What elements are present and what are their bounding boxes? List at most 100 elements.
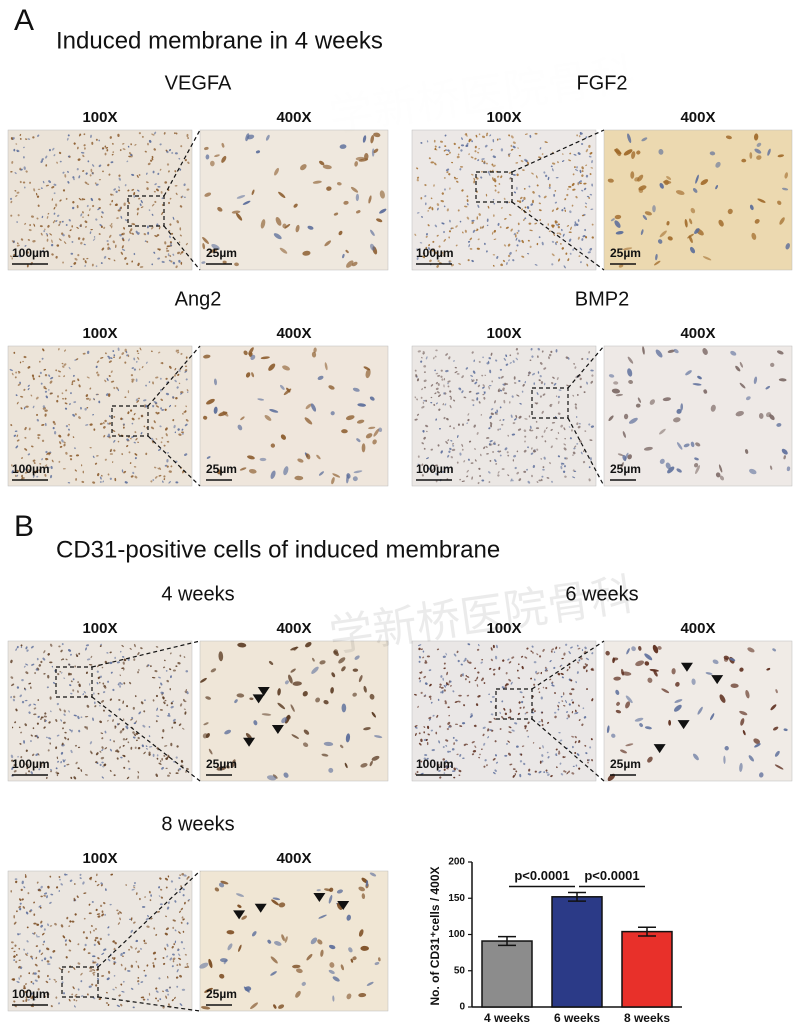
cell	[184, 370, 188, 373]
cell	[64, 407, 68, 410]
cell	[532, 372, 536, 376]
cell	[582, 460, 586, 464]
cell	[161, 204, 164, 206]
cell	[16, 439, 20, 442]
cell	[590, 167, 594, 169]
cell	[543, 382, 546, 386]
magnification: 100X	[82, 850, 117, 867]
cell	[438, 394, 441, 398]
cell	[544, 174, 548, 178]
cell	[659, 182, 664, 189]
cell	[692, 383, 702, 386]
cell	[537, 355, 539, 359]
cell	[24, 468, 27, 471]
cell	[644, 211, 652, 216]
cell	[428, 467, 432, 471]
cell	[473, 359, 475, 363]
cell	[14, 376, 17, 379]
cell	[521, 255, 525, 258]
cell	[536, 392, 539, 396]
cell	[82, 258, 85, 261]
cell	[112, 429, 116, 432]
cell	[73, 380, 76, 382]
micrograph	[411, 345, 597, 487]
magnification: 400X	[276, 850, 311, 867]
y-tick-label: 0	[459, 1002, 465, 1013]
cell	[512, 174, 516, 176]
cell	[548, 356, 550, 360]
cell	[97, 472, 100, 477]
cell	[551, 209, 555, 212]
cell	[124, 184, 127, 187]
cell	[95, 138, 98, 141]
cell	[11, 372, 14, 376]
cell	[474, 145, 477, 149]
cell	[446, 171, 449, 174]
cell	[485, 193, 488, 197]
cell	[416, 176, 420, 179]
cell	[278, 191, 286, 199]
cell	[333, 212, 339, 216]
cell	[471, 379, 475, 382]
cell	[498, 138, 501, 140]
cell	[572, 173, 575, 176]
cell	[472, 229, 476, 233]
cell	[58, 151, 62, 155]
cell	[590, 380, 593, 384]
cell	[496, 409, 499, 413]
cell	[373, 148, 379, 154]
cell	[702, 256, 712, 261]
cell	[206, 456, 211, 459]
cell	[557, 161, 559, 164]
cell	[528, 185, 531, 188]
cell	[581, 174, 584, 177]
cell	[147, 142, 149, 146]
cell	[523, 429, 527, 432]
cell	[555, 223, 559, 227]
cell	[16, 221, 19, 223]
cell	[718, 219, 724, 227]
cell	[489, 443, 493, 447]
cell	[55, 369, 58, 372]
cell	[450, 396, 452, 401]
cell	[174, 185, 178, 187]
cell	[35, 192, 38, 196]
cell	[563, 465, 566, 468]
cell	[444, 145, 447, 148]
cell	[137, 356, 140, 360]
cell	[32, 474, 35, 478]
cell	[641, 137, 648, 142]
cell	[444, 403, 447, 406]
cell	[52, 221, 55, 224]
cell	[517, 229, 520, 232]
significance-label: p<0.0001	[514, 868, 569, 883]
cell	[46, 452, 49, 456]
cell	[438, 245, 441, 248]
cell	[421, 474, 424, 477]
cell	[571, 204, 574, 207]
cell	[464, 205, 468, 208]
cell	[510, 144, 513, 148]
cell	[174, 379, 177, 383]
cell	[231, 210, 241, 214]
cell	[53, 183, 57, 186]
cell	[90, 168, 93, 173]
cell	[119, 149, 122, 152]
cell	[540, 696, 543, 700]
cell	[100, 262, 103, 265]
cell	[589, 439, 593, 441]
cell	[583, 450, 585, 453]
cell	[135, 361, 138, 363]
cell	[154, 200, 157, 203]
cell	[10, 197, 13, 200]
cell	[134, 144, 137, 146]
cell	[432, 240, 435, 243]
cell	[119, 207, 121, 211]
cell	[450, 439, 453, 442]
cell	[240, 416, 245, 421]
cell	[160, 441, 163, 444]
cell	[422, 352, 425, 355]
cell	[778, 378, 787, 382]
cell	[101, 247, 105, 251]
cell	[524, 381, 527, 384]
